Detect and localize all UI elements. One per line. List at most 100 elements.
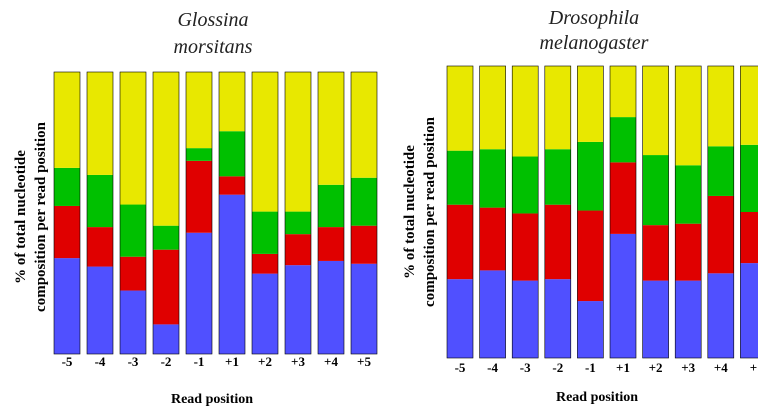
bar-segment-red-4 — [153, 249, 179, 325]
chart-drosophila: Drosophila melanogaster % of total nucle… — [402, 7, 758, 405]
bar-outline-7 — [251, 71, 279, 355]
bar-segment-blue-5 — [186, 232, 212, 354]
bar-segment-green-7 — [642, 155, 669, 226]
bar-segment-yellow-7 — [252, 72, 278, 212]
bar-segment-yellow-1 — [54, 72, 80, 168]
bar-outline-5 — [185, 71, 213, 355]
bar-outline-7 — [642, 65, 669, 359]
x-tick-label: -3 — [520, 360, 531, 375]
bar-segment-red-8 — [285, 234, 311, 266]
x-tick-label: +4 — [714, 360, 728, 375]
bar-segment-blue-3 — [512, 280, 539, 358]
bar-segment-green-8 — [285, 211, 311, 235]
bar-segment-blue-1 — [54, 258, 80, 354]
bar-outline-4 — [152, 71, 180, 355]
x-tick-label: +2 — [258, 354, 272, 369]
bar-segment-green-1 — [447, 150, 473, 205]
x-tick-label: -3 — [128, 354, 139, 369]
x-tick-label: +1 — [225, 354, 239, 369]
x-tick-label: -1 — [585, 360, 596, 375]
bar-segment-red-10 — [351, 225, 377, 264]
bar-segment-red-7 — [642, 225, 669, 281]
x-tick-label: +1 — [616, 360, 630, 375]
bar-segment-yellow-5 — [577, 66, 604, 142]
bar-segment-yellow-7 — [642, 66, 669, 156]
x-tick-label: + — [750, 360, 757, 375]
bar-segment-red-5 — [577, 210, 604, 302]
bar-segment-red-1 — [447, 204, 473, 280]
bar-segment-green-9 — [318, 184, 344, 228]
bar-segment-red-6 — [219, 176, 245, 195]
bar-segment-red-2 — [87, 227, 113, 267]
bar-segment-blue-2 — [479, 270, 506, 358]
chart-title-line1: Glossina — [177, 9, 248, 31]
bar-segment-green-4 — [153, 225, 179, 250]
bar-segment-green-4 — [544, 149, 571, 205]
bar-segment-yellow-6 — [610, 66, 636, 118]
bar-segment-red-5 — [186, 160, 212, 233]
x-tick-label: +5 — [357, 354, 371, 369]
x-tick-labels: -5 -4 -3 -2 -1 +1 +2 +3 +4 +5 — [62, 354, 372, 369]
bar-segment-yellow-10 — [351, 72, 377, 178]
x-tick-label: -4 — [95, 354, 106, 369]
bar-outline-2 — [479, 65, 506, 359]
bar-outline-4 — [544, 65, 572, 359]
bar-segment-red-9 — [707, 195, 734, 274]
bar-outline-8 — [674, 65, 702, 359]
bar-segment-green-1 — [54, 167, 80, 206]
bar-segment-yellow-4 — [153, 72, 179, 226]
x-axis-label: Read position — [556, 390, 638, 405]
chart-title-line1: Drosophila — [548, 7, 639, 29]
bar-segment-green-7 — [252, 211, 278, 254]
x-tick-label: -5 — [455, 360, 466, 375]
bar-segment-yellow-3 — [120, 72, 146, 205]
bar-segment-yellow-10 — [740, 66, 758, 145]
bars-group — [446, 65, 758, 359]
bar-segment-yellow-6 — [219, 72, 245, 132]
bar-segment-green-3 — [512, 156, 539, 214]
bar-segment-blue-9 — [707, 273, 734, 358]
x-tick-labels: -5 -4 -3 -2 -1 +1 +2 +3 +4 + — [455, 360, 758, 375]
chart-title-line2: morsitans — [174, 36, 253, 58]
bar-segment-green-6 — [219, 131, 245, 177]
bar-segment-red-6 — [610, 162, 636, 234]
x-tick-label: +3 — [681, 360, 695, 375]
bar-segment-red-3 — [512, 213, 539, 281]
bar-outline-3 — [119, 71, 147, 355]
x-tick-label: -1 — [194, 354, 205, 369]
chart-title-line2: melanogaster — [540, 32, 649, 54]
bar-segment-green-10 — [740, 144, 758, 212]
bar-segment-blue-8 — [285, 265, 311, 354]
x-tick-label: -4 — [487, 360, 498, 375]
bar-segment-red-7 — [252, 253, 278, 274]
bar-outline-5 — [577, 65, 604, 359]
bar-segment-yellow-8 — [675, 66, 702, 166]
bar-segment-yellow-5 — [186, 72, 212, 149]
bar-segment-green-6 — [610, 117, 636, 163]
bar-segment-blue-10 — [740, 263, 758, 358]
bar-segment-red-4 — [544, 204, 571, 280]
x-tick-label: +4 — [324, 354, 338, 369]
bar-segment-green-8 — [675, 165, 702, 224]
y-axis-label-line1: % of total nucleotide — [402, 145, 418, 279]
bar-outline-6 — [218, 71, 246, 355]
bar-segment-blue-4 — [544, 279, 571, 358]
bar-outline-9 — [707, 65, 735, 359]
y-axis-label-line2: composition per read position — [33, 121, 49, 312]
bar-segment-green-9 — [707, 146, 734, 196]
bar-segment-blue-3 — [120, 290, 146, 354]
bar-segment-yellow-1 — [447, 66, 473, 151]
bar-outline-10 — [350, 71, 378, 355]
bar-segment-blue-6 — [219, 194, 245, 354]
bar-outline-2 — [86, 71, 114, 355]
y-axis-label-line1: % of total nucleotide — [13, 150, 29, 284]
bar-segment-blue-9 — [318, 260, 344, 354]
bar-segment-blue-2 — [87, 266, 113, 354]
bar-segment-green-3 — [120, 204, 146, 257]
bar-outline-8 — [284, 71, 312, 355]
bar-segment-yellow-3 — [512, 66, 539, 157]
bar-segment-blue-4 — [153, 324, 179, 354]
bar-outline-1 — [53, 71, 81, 355]
chart-glossina: Glossina morsitans % of total nucleotide… — [13, 9, 378, 407]
